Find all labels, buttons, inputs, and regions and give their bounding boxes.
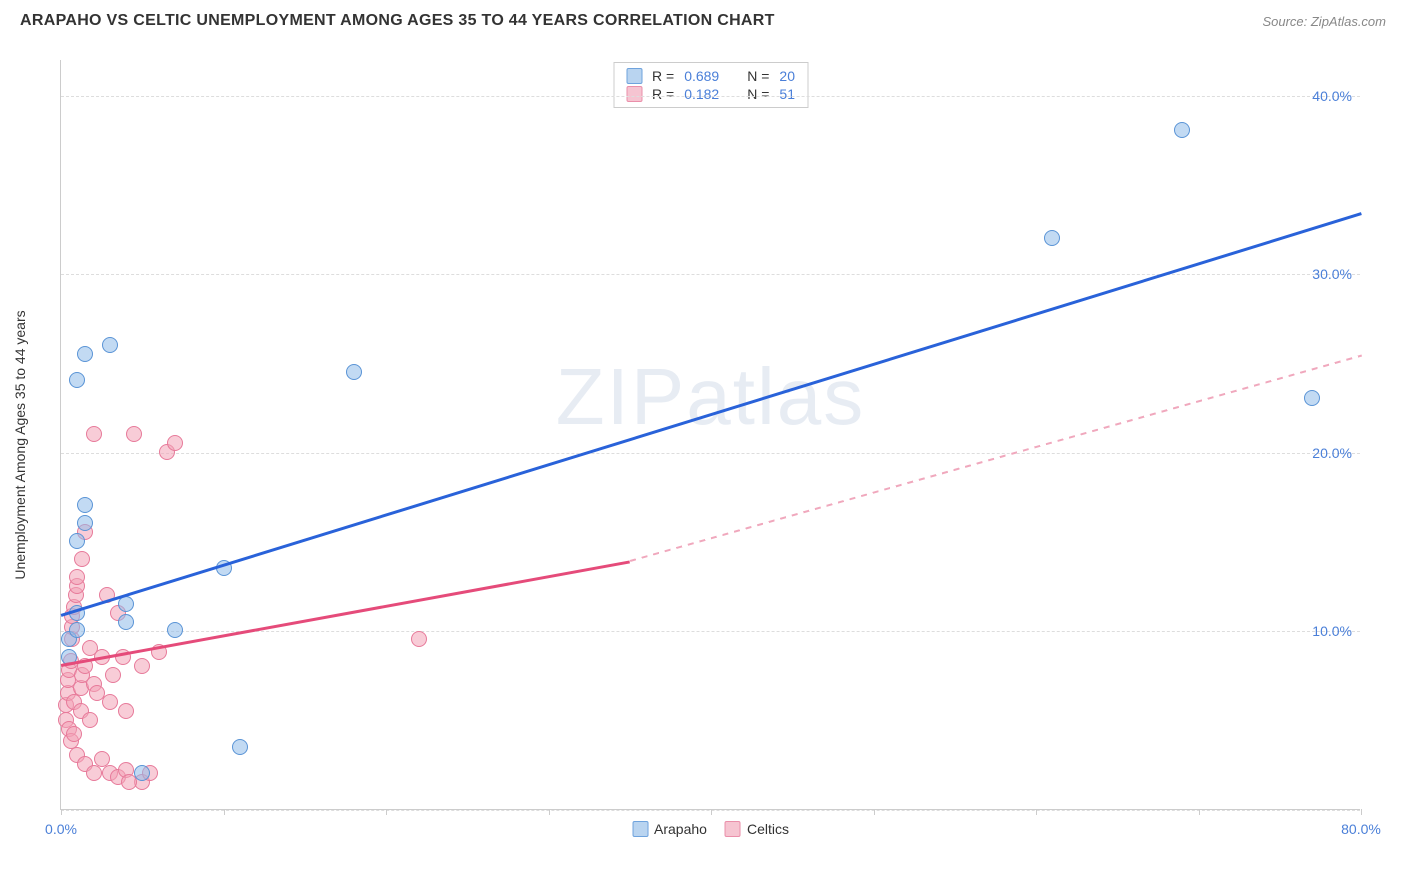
- data-point-arapaho: [77, 515, 93, 531]
- celtics-n-value: 51: [779, 86, 795, 102]
- data-point-celtics: [86, 765, 102, 781]
- chart-title: ARAPAHO VS CELTIC UNEMPLOYMENT AMONG AGE…: [20, 12, 775, 30]
- r-label: R =: [652, 86, 674, 102]
- stats-legend: R = 0.689 N = 20 R = 0.182 N = 51: [613, 62, 808, 108]
- y-axis-label: Unemployment Among Ages 35 to 44 years: [12, 310, 28, 579]
- n-label: N =: [747, 68, 769, 84]
- x-tick: [874, 809, 875, 815]
- y-tick-label: 40.0%: [1312, 88, 1352, 104]
- source-attribution: Source: ZipAtlas.com: [1262, 14, 1386, 29]
- chart-container: Unemployment Among Ages 35 to 44 years Z…: [50, 50, 1380, 840]
- data-point-arapaho: [1304, 390, 1320, 406]
- swatch-celtics: [626, 86, 642, 102]
- x-tick: [711, 809, 712, 815]
- data-point-celtics: [66, 726, 82, 742]
- legend-item-arapaho: Arapaho: [632, 821, 707, 837]
- data-point-arapaho: [1174, 122, 1190, 138]
- data-point-celtics: [69, 569, 85, 585]
- data-point-celtics: [86, 426, 102, 442]
- x-tick-label: 0.0%: [45, 821, 77, 837]
- data-point-celtics: [118, 703, 134, 719]
- source-prefix: Source:: [1262, 14, 1310, 29]
- data-point-celtics: [102, 694, 118, 710]
- x-tick: [1361, 809, 1362, 815]
- data-point-arapaho: [346, 364, 362, 380]
- data-point-arapaho: [232, 739, 248, 755]
- celtics-r-value: 0.182: [684, 86, 719, 102]
- x-tick: [1199, 809, 1200, 815]
- legend-item-celtics: Celtics: [725, 821, 789, 837]
- chart-header: ARAPAHO VS CELTIC UNEMPLOYMENT AMONG AGE…: [0, 0, 1406, 38]
- swatch-arapaho: [626, 68, 642, 84]
- data-point-celtics: [167, 435, 183, 451]
- n-label: N =: [747, 86, 769, 102]
- gridline: [61, 96, 1360, 97]
- data-point-celtics: [411, 631, 427, 647]
- x-tick: [1036, 809, 1037, 815]
- trend-line: [61, 560, 630, 666]
- swatch-celtics-icon: [725, 821, 741, 837]
- watermark: ZIPatlas: [556, 351, 865, 443]
- swatch-arapaho-icon: [632, 821, 648, 837]
- data-point-celtics: [134, 658, 150, 674]
- data-point-arapaho: [102, 337, 118, 353]
- y-tick-label: 20.0%: [1312, 445, 1352, 461]
- data-point-arapaho: [69, 372, 85, 388]
- arapaho-n-value: 20: [779, 68, 795, 84]
- trend-line: [630, 355, 1362, 562]
- x-tick: [224, 809, 225, 815]
- stats-row-arapaho: R = 0.689 N = 20: [626, 67, 795, 85]
- y-tick-label: 10.0%: [1312, 623, 1352, 639]
- data-point-celtics: [105, 667, 121, 683]
- data-point-celtics: [74, 551, 90, 567]
- data-point-arapaho: [1044, 230, 1060, 246]
- data-point-arapaho: [118, 614, 134, 630]
- r-label: R =: [652, 68, 674, 84]
- legend-label-arapaho: Arapaho: [654, 821, 707, 837]
- gridline: [61, 453, 1360, 454]
- legend-label-celtics: Celtics: [747, 821, 789, 837]
- x-tick: [549, 809, 550, 815]
- stats-row-celtics: R = 0.182 N = 51: [626, 85, 795, 103]
- x-tick-label: 80.0%: [1341, 821, 1381, 837]
- arapaho-r-value: 0.689: [684, 68, 719, 84]
- data-point-arapaho: [167, 622, 183, 638]
- x-tick: [386, 809, 387, 815]
- data-point-arapaho: [69, 533, 85, 549]
- series-legend: Arapaho Celtics: [632, 821, 789, 837]
- trend-line: [61, 212, 1362, 616]
- source-name: ZipAtlas.com: [1311, 14, 1386, 29]
- y-tick-label: 30.0%: [1312, 266, 1352, 282]
- data-point-arapaho: [77, 346, 93, 362]
- gridline: [61, 631, 1360, 632]
- data-point-arapaho: [134, 765, 150, 781]
- data-point-arapaho: [77, 497, 93, 513]
- plot-area: ZIPatlas R = 0.689 N = 20 R = 0.182 N = …: [60, 60, 1360, 810]
- data-point-celtics: [126, 426, 142, 442]
- data-point-arapaho: [69, 622, 85, 638]
- x-tick: [61, 809, 62, 815]
- data-point-celtics: [82, 712, 98, 728]
